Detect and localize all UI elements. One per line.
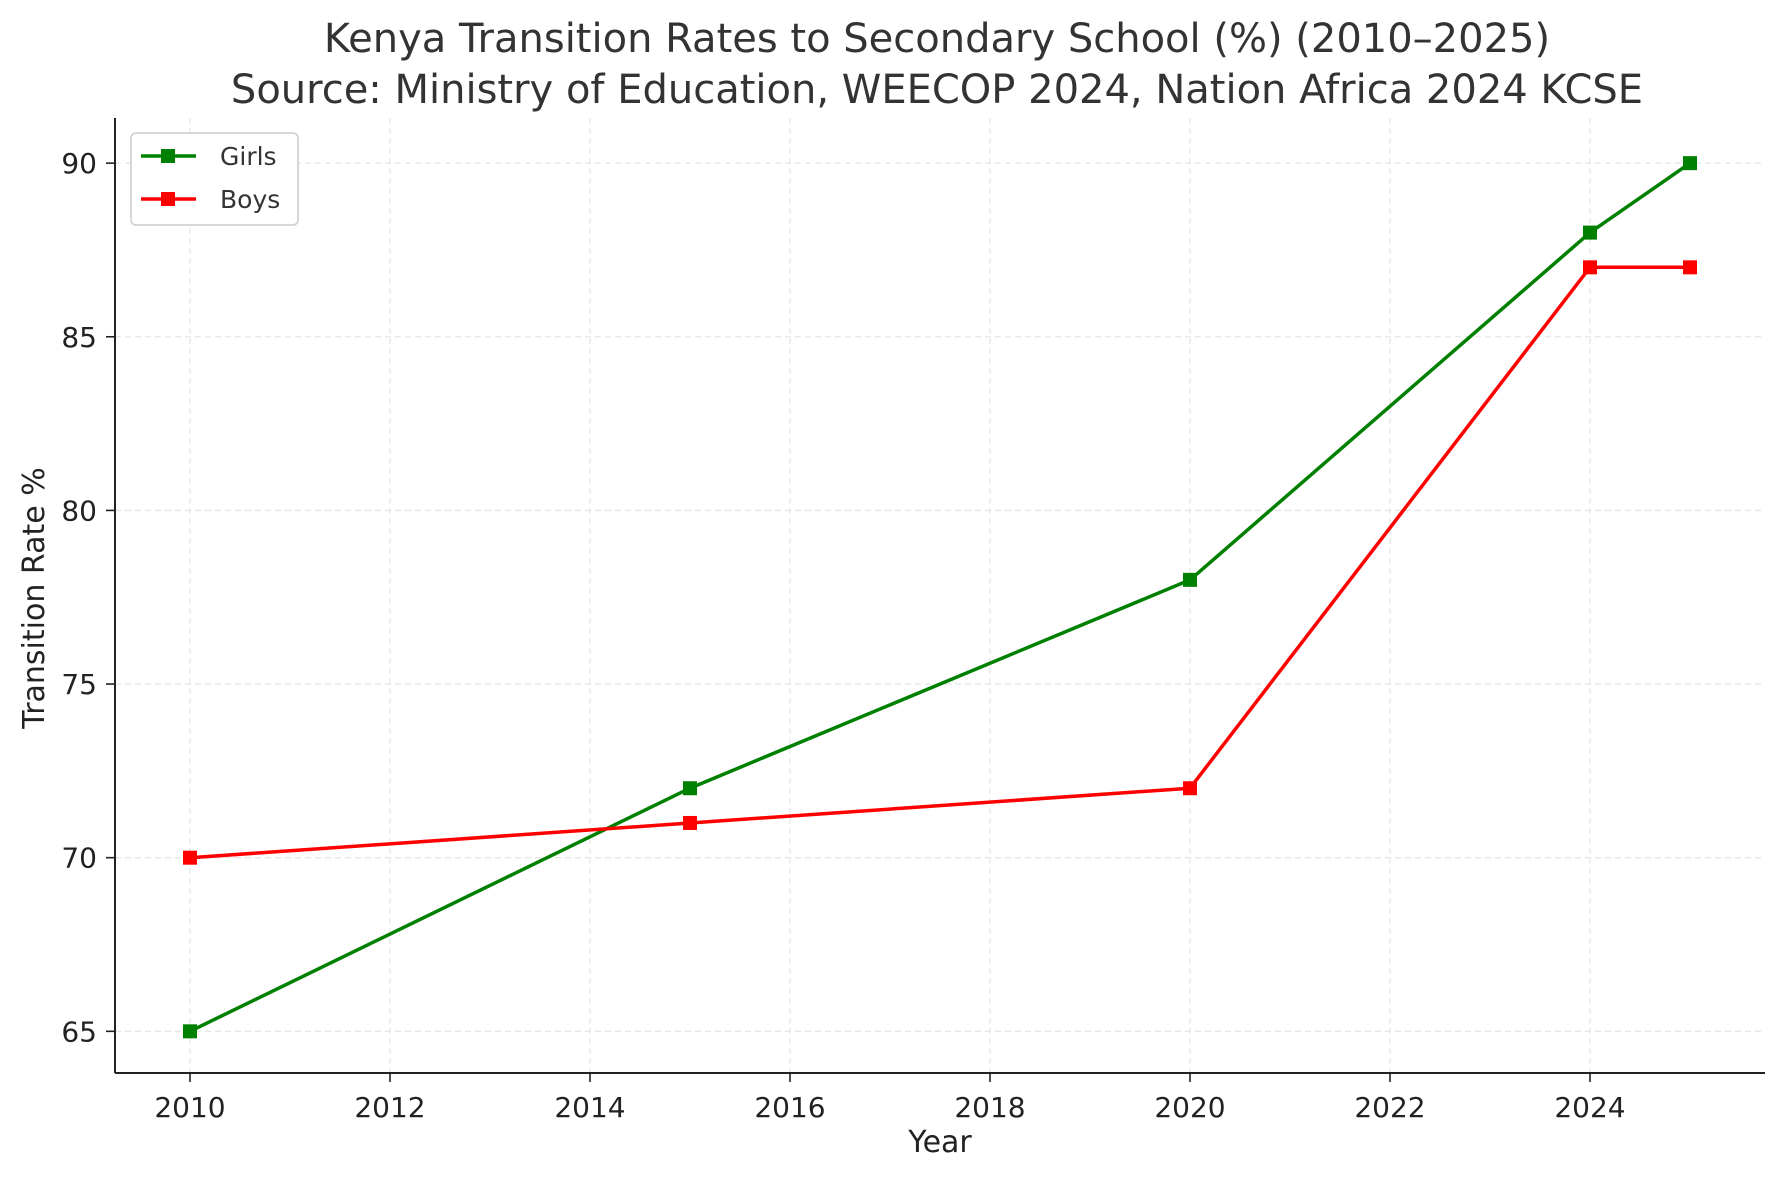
data-point-girls: [1583, 225, 1597, 240]
legend-marker-girls: [161, 149, 175, 163]
y-tick-label: 85: [61, 321, 97, 354]
y-tick-label: 70: [61, 842, 97, 875]
grid: [115, 118, 1765, 1073]
data-point-girls: [683, 781, 697, 796]
legend: Girls Boys: [130, 132, 299, 226]
chart-title: Kenya Transition Rates to Secondary Scho…: [324, 16, 1550, 62]
data-point-boys: [1183, 781, 1197, 796]
y-tick-label: 80: [61, 494, 97, 527]
ticks: 2010 2012 2014 2016 2018 2020 2022 2024 65 70 75 80…: [61, 147, 1625, 1124]
chart-subtitle: Source: Ministry of Education, WEECOP 20…: [231, 67, 1643, 113]
x-tick-label: 2018: [954, 1091, 1025, 1124]
data-point-boys: [183, 850, 197, 865]
data-point-girls: [1183, 572, 1197, 587]
legend-marker-boys: [161, 192, 175, 206]
series-line-girls: [189, 161, 1691, 1033]
data-point-boys: [1583, 260, 1597, 275]
x-tick-label: 2024: [1554, 1091, 1625, 1124]
data-point-girls: [1683, 156, 1697, 171]
axes: [114, 118, 1765, 1074]
legend-label-boys: Boys: [220, 185, 280, 214]
series-line-boys: [189, 265, 1690, 860]
legend-label-girls: Girls: [220, 142, 277, 171]
x-tick-label: 2012: [354, 1091, 425, 1124]
y-tick-label: 65: [61, 1015, 97, 1048]
legend-item-girls: Girls: [141, 142, 277, 171]
x-tick-label: 2022: [1354, 1091, 1425, 1124]
data-point-boys: [1683, 260, 1697, 275]
x-tick-label: 2010: [154, 1091, 225, 1124]
series: [183, 156, 1697, 1039]
x-tick-label: 2020: [1154, 1091, 1225, 1124]
x-tick-label: 2016: [754, 1091, 825, 1124]
data-point-girls: [183, 1024, 197, 1039]
y-axis-label: Transition Rate %: [17, 467, 52, 729]
x-tick-label: 2014: [554, 1091, 625, 1124]
x-axis-label: Year: [907, 1125, 972, 1160]
data-point-boys: [683, 815, 697, 830]
y-tick-label: 90: [61, 147, 97, 180]
y-tick-label: 75: [61, 668, 97, 701]
legend-item-boys: Boys: [141, 185, 280, 214]
